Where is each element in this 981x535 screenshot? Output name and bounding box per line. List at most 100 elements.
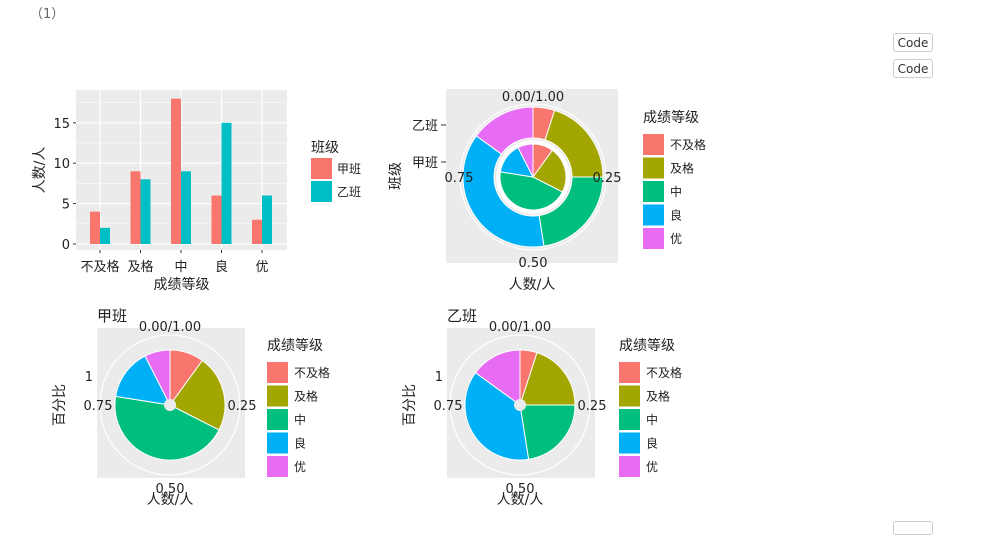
y-axis-label: 百分比 <box>402 384 418 426</box>
bar <box>262 195 272 244</box>
radial-label: 0.00/1.00 <box>502 90 564 105</box>
bar <box>211 195 222 244</box>
legend-label: 及格 <box>670 161 694 176</box>
legend-key <box>643 228 664 249</box>
x-tick-label: 优 <box>255 260 268 275</box>
bar <box>181 171 191 244</box>
legend-key <box>643 134 664 155</box>
polar-grid <box>99 334 241 476</box>
legend-key <box>267 456 288 477</box>
radial-label: 0.25 <box>228 399 257 414</box>
radial-label: 0.75 <box>434 399 463 414</box>
legend-key <box>267 362 288 383</box>
chart-title: 甲班 <box>97 307 127 325</box>
x-axis-label: 人数/人 <box>509 277 556 293</box>
polar-grid <box>459 103 607 251</box>
legend-key <box>619 456 640 477</box>
pie-slice <box>532 149 567 193</box>
y-axis-label: 百分比 <box>52 384 68 426</box>
legend-title: 成绩等级 <box>267 337 323 354</box>
radial-label: 0.25 <box>593 171 622 186</box>
radial-label: 0.75 <box>445 171 474 186</box>
pie-slice <box>519 404 576 460</box>
radial-label: 0.00/1.00 <box>489 320 551 335</box>
legend-label: 优 <box>646 460 658 474</box>
pie-slice <box>517 143 534 178</box>
x-tick-label: 及格 <box>127 259 153 275</box>
pie-center-hole <box>164 399 176 411</box>
pie-slice <box>144 349 171 406</box>
pie-slice <box>519 352 576 406</box>
bar <box>140 179 151 244</box>
bar <box>221 122 232 244</box>
legend-key <box>267 385 288 407</box>
pie-slice <box>475 106 534 155</box>
legend-label: 中 <box>670 184 682 199</box>
bar <box>90 211 100 244</box>
legend-label: 甲班 <box>337 162 361 176</box>
output-index: （1） <box>30 7 65 22</box>
radial-label: 0.25 <box>578 399 607 414</box>
legend-key <box>619 409 640 430</box>
pie-slice <box>499 171 564 211</box>
legend-title: 成绩等级 <box>619 337 675 354</box>
pie-slice <box>474 349 521 406</box>
pie-slice <box>114 395 220 461</box>
bar <box>252 219 262 244</box>
code-button[interactable]: Code <box>893 59 933 78</box>
y-tick-label: 0 <box>62 238 70 253</box>
legend-key <box>619 362 640 383</box>
x-axis-label: 人数/人 <box>147 492 194 508</box>
legend-label: 不及格 <box>646 365 682 380</box>
y-tick-label: 1 <box>85 370 93 385</box>
legend-title: 班级 <box>311 140 339 156</box>
legend-label: 及格 <box>646 389 670 404</box>
legend-label: 良 <box>294 436 306 451</box>
pie-center-hole <box>514 399 526 411</box>
legend-key <box>643 157 664 179</box>
legend-key <box>311 158 332 179</box>
legend-key <box>311 181 332 202</box>
legend-key <box>619 432 640 454</box>
y-tick-label: 1 <box>435 370 443 385</box>
ring-label: 乙班 <box>412 119 438 134</box>
legend-label: 优 <box>294 460 306 474</box>
legend-label: 良 <box>670 208 682 223</box>
radial-label: 0.50 <box>156 482 185 497</box>
bar <box>100 227 110 244</box>
ring-label: 甲班 <box>412 156 438 171</box>
legend-key <box>267 432 288 454</box>
y-axis-label: 班级 <box>388 162 404 190</box>
pie-slice <box>169 359 226 431</box>
radial-label: 0.50 <box>519 256 548 271</box>
radial-label: 0.50 <box>506 482 535 497</box>
legend-key <box>643 181 664 202</box>
polar-grid <box>449 334 591 476</box>
code-button[interactable]: Code <box>893 33 933 52</box>
legend-label: 优 <box>670 232 682 246</box>
legend-label: 乙班 <box>337 185 361 199</box>
pie-slice <box>462 135 545 248</box>
x-tick-label: 不及格 <box>80 259 119 275</box>
y-tick-label: 5 <box>62 198 70 213</box>
y-axis-label: 人数/人 <box>32 147 48 194</box>
x-axis-label: 成绩等级 <box>154 276 210 293</box>
bar <box>130 171 141 244</box>
chart-title: 乙班 <box>447 307 477 325</box>
legend-title: 成绩等级 <box>643 109 699 126</box>
legend-key <box>267 409 288 430</box>
legend-label: 中 <box>646 412 658 427</box>
legend-key <box>643 204 664 226</box>
legend-key <box>619 385 640 407</box>
bar <box>171 98 181 244</box>
x-tick-label: 良 <box>215 259 228 275</box>
radial-label: 0.75 <box>84 399 113 414</box>
legend-label: 不及格 <box>670 137 706 152</box>
x-axis-label: 人数/人 <box>497 492 544 508</box>
x-tick-label: 中 <box>174 260 187 275</box>
legend-label: 不及格 <box>294 365 330 380</box>
legend-label: 及格 <box>294 389 318 404</box>
y-tick-label: 15 <box>53 117 70 132</box>
legend-label: 良 <box>646 436 658 451</box>
